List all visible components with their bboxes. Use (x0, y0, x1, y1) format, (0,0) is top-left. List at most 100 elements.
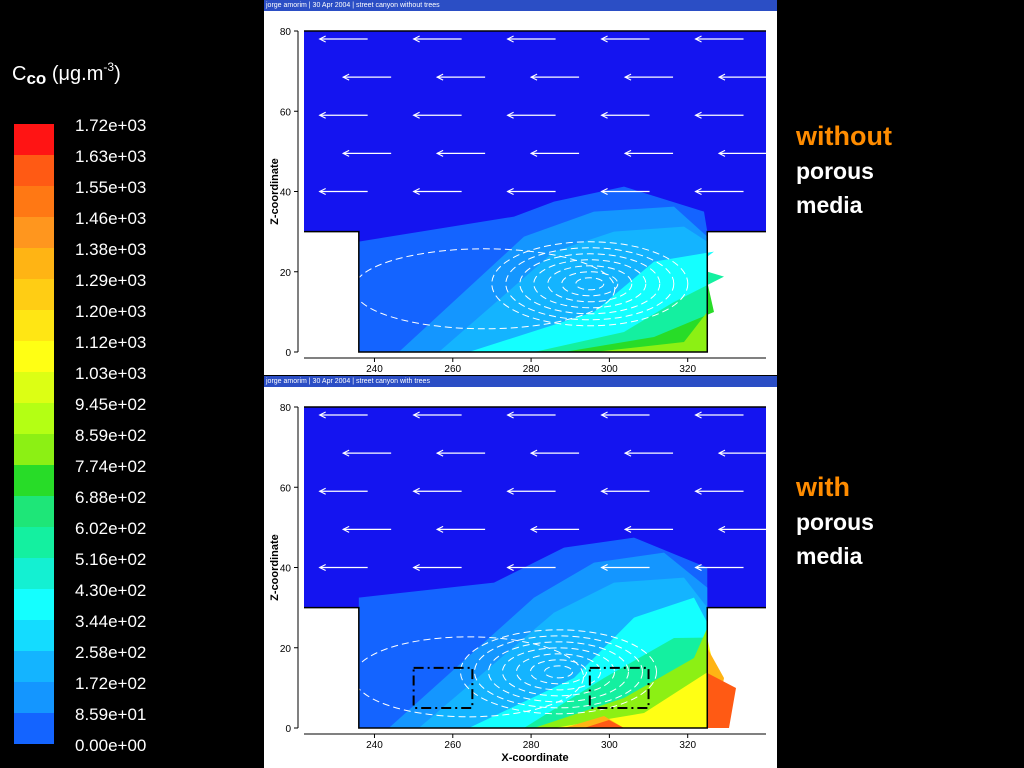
streamline-vortex (561, 271, 619, 297)
y-axis-label: Z-coordinate (269, 158, 281, 225)
velocity-arrowhead (694, 111, 702, 119)
x-tick-label: 320 (679, 364, 696, 375)
colorbar-swatch (14, 124, 54, 155)
building-outline (304, 606, 766, 729)
velocity-arrowhead (318, 411, 326, 419)
velocity-arrowhead (600, 111, 608, 119)
velocity-arrowhead (341, 449, 350, 457)
velocity-arrowhead (435, 525, 444, 533)
colorbar-swatch (14, 713, 54, 744)
velocity-arrowhead (623, 449, 632, 457)
velocity-arrowhead (600, 564, 608, 571)
velocity-arrowhead (412, 564, 420, 571)
y-tick-label: 40 (280, 188, 292, 199)
colorbar-tick: 1.72e+03 (75, 116, 147, 135)
velocity-arrowhead (694, 487, 702, 495)
streamline-vortex (459, 629, 657, 715)
velocity-arrowhead (694, 188, 702, 195)
velocity-arrowhead (506, 188, 514, 195)
streamline-vortex (473, 635, 643, 709)
velocity-arrowhead (600, 411, 608, 419)
x-tick-label: 300 (601, 740, 618, 751)
velocity-arrowhead (623, 149, 632, 157)
contour-band (564, 282, 714, 352)
colorbar-tick: 6.88e+02 (75, 488, 147, 507)
velocity-arrowhead (529, 149, 538, 157)
x-tick-label: 260 (444, 740, 461, 751)
y-tick-label: 20 (280, 644, 292, 655)
velocity-arrowhead (506, 564, 514, 571)
streamline-vortex (575, 277, 605, 291)
colorbar-swatch (14, 155, 54, 186)
y-axis-label: Z-coordinate (269, 534, 281, 601)
y-tick-label: 40 (280, 564, 292, 575)
side-label-line: porous (796, 158, 874, 184)
colorbar-tick: 1.46e+03 (75, 209, 147, 228)
colorbar (14, 124, 54, 744)
colorbar-tick: 6.02e+02 (75, 519, 147, 538)
y-tick-label: 60 (280, 107, 292, 118)
plot-panel-bottom: jorge amorim | 30 Apr 2004 | street cany… (264, 376, 777, 768)
velocity-arrowhead (506, 487, 514, 495)
streamline-vortex (533, 259, 647, 309)
colorbar-tick: 8.59e+01 (75, 705, 147, 724)
velocity-arrowhead (318, 111, 326, 119)
colorbar-swatch (14, 434, 54, 465)
streamline-vortex (515, 653, 601, 691)
velocity-arrowhead (435, 149, 444, 157)
streamline-vortex (543, 665, 573, 679)
y-tick-label: 20 (280, 268, 292, 279)
x-axis-label: X-coordinate (501, 752, 568, 764)
porous-media-box (412, 666, 474, 709)
streamline-vortex (529, 659, 587, 685)
velocity-arrowhead (341, 525, 350, 533)
colorbar-tick: 1.12e+03 (75, 333, 147, 352)
contour-band (584, 673, 736, 728)
colorbar-swatch (14, 558, 54, 589)
contour-band (554, 638, 714, 728)
colorbar-tick: 7.74e+02 (75, 457, 147, 476)
velocity-arrowhead (600, 35, 608, 43)
side-label-keyword: with (796, 472, 850, 502)
legend-title: Cco (μg.m-3) (12, 60, 121, 88)
colorbar-swatch (14, 527, 54, 558)
velocity-arrowhead (318, 35, 326, 43)
colorbar-swatch (14, 465, 54, 496)
velocity-arrowhead (412, 411, 420, 419)
streamline-vortex (547, 265, 633, 303)
plot-header: jorge amorim | 30 Apr 2004 | street cany… (264, 376, 777, 387)
colorbar-swatch (14, 403, 54, 434)
velocity-arrowhead (318, 487, 326, 495)
velocity-arrowhead (435, 73, 444, 81)
velocity-arrowhead (318, 564, 326, 571)
streamline-vortex (353, 636, 584, 718)
velocity-arrowhead (717, 449, 726, 457)
y-tick-label: 60 (280, 483, 292, 494)
y-tick-label: 0 (285, 724, 291, 735)
streamline-vortex (501, 647, 615, 697)
contour-band (594, 312, 708, 352)
colorbar-tick: 5.16e+02 (75, 550, 147, 569)
velocity-arrowhead (600, 487, 608, 495)
plot-panel-top: jorge amorim | 30 Apr 2004 | street cany… (264, 0, 777, 375)
x-tick-label: 280 (523, 364, 540, 375)
colorbar-tick-labels: 1.72e+03 1.63e+03 1.55e+03 1.46e+03 1.38e+03… (75, 110, 146, 761)
velocity-arrowhead (506, 111, 514, 119)
contour-plot-with-trees: 0 20 40 60 80 240 260 280 300 320 Z-coordinate X-co… (269, 403, 768, 764)
streamline-vortex (505, 247, 675, 321)
colorbar-swatch (14, 279, 54, 310)
colorbar-tick: 8.59e+02 (75, 426, 147, 445)
colorbar-swatch (14, 682, 54, 713)
x-tick-label: 240 (366, 364, 383, 375)
y-tick-label: 0 (285, 348, 291, 359)
side-label-with: with porous media (796, 469, 874, 573)
x-tick-label: 300 (601, 364, 618, 375)
colorbar-swatch (14, 186, 54, 217)
colorbar-tick: 4.30e+02 (75, 581, 147, 600)
colorbar-swatch (14, 248, 54, 279)
side-label-line: media (796, 543, 863, 569)
colorbar-tick: 1.29e+03 (75, 271, 147, 290)
velocity-arrowhead (341, 149, 350, 157)
colorbar-tick: 1.03e+03 (75, 364, 147, 383)
x-tick-label: 320 (679, 740, 696, 751)
